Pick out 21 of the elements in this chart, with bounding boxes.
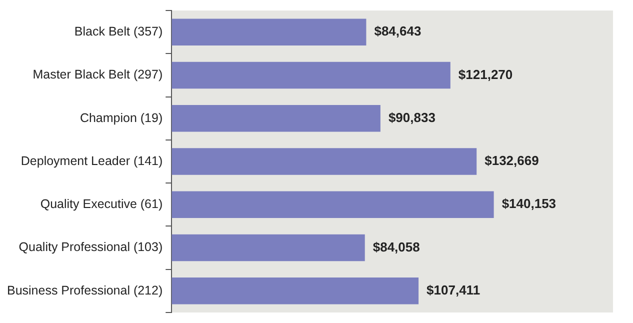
y-tick-label: Quality Executive (61) xyxy=(40,197,163,212)
bar xyxy=(172,278,419,304)
data-label: $84,058 xyxy=(372,239,420,254)
bar xyxy=(172,191,494,218)
y-tick-label: Quality Professional (103) xyxy=(18,240,163,254)
bar xyxy=(172,104,380,132)
data-label: $84,643 xyxy=(374,24,422,39)
y-tick-label: Champion (19) xyxy=(80,110,163,125)
data-label: $121,270 xyxy=(458,66,513,82)
data-label: $90,833 xyxy=(388,110,436,125)
bar xyxy=(172,18,366,46)
data-label: $132,669 xyxy=(484,153,539,168)
y-tick-label: Deployment Leader (141) xyxy=(20,154,163,168)
bar xyxy=(172,148,477,175)
bar xyxy=(172,234,365,262)
y-tick-label: Master Black Belt (297) xyxy=(32,68,163,82)
y-tick-label: Business Professional (212) xyxy=(6,283,163,298)
y-tick-label: Black Belt (357) xyxy=(74,24,163,39)
data-label: $107,411 xyxy=(426,282,480,298)
bar xyxy=(172,62,450,89)
data-label: $140,153 xyxy=(502,196,556,212)
